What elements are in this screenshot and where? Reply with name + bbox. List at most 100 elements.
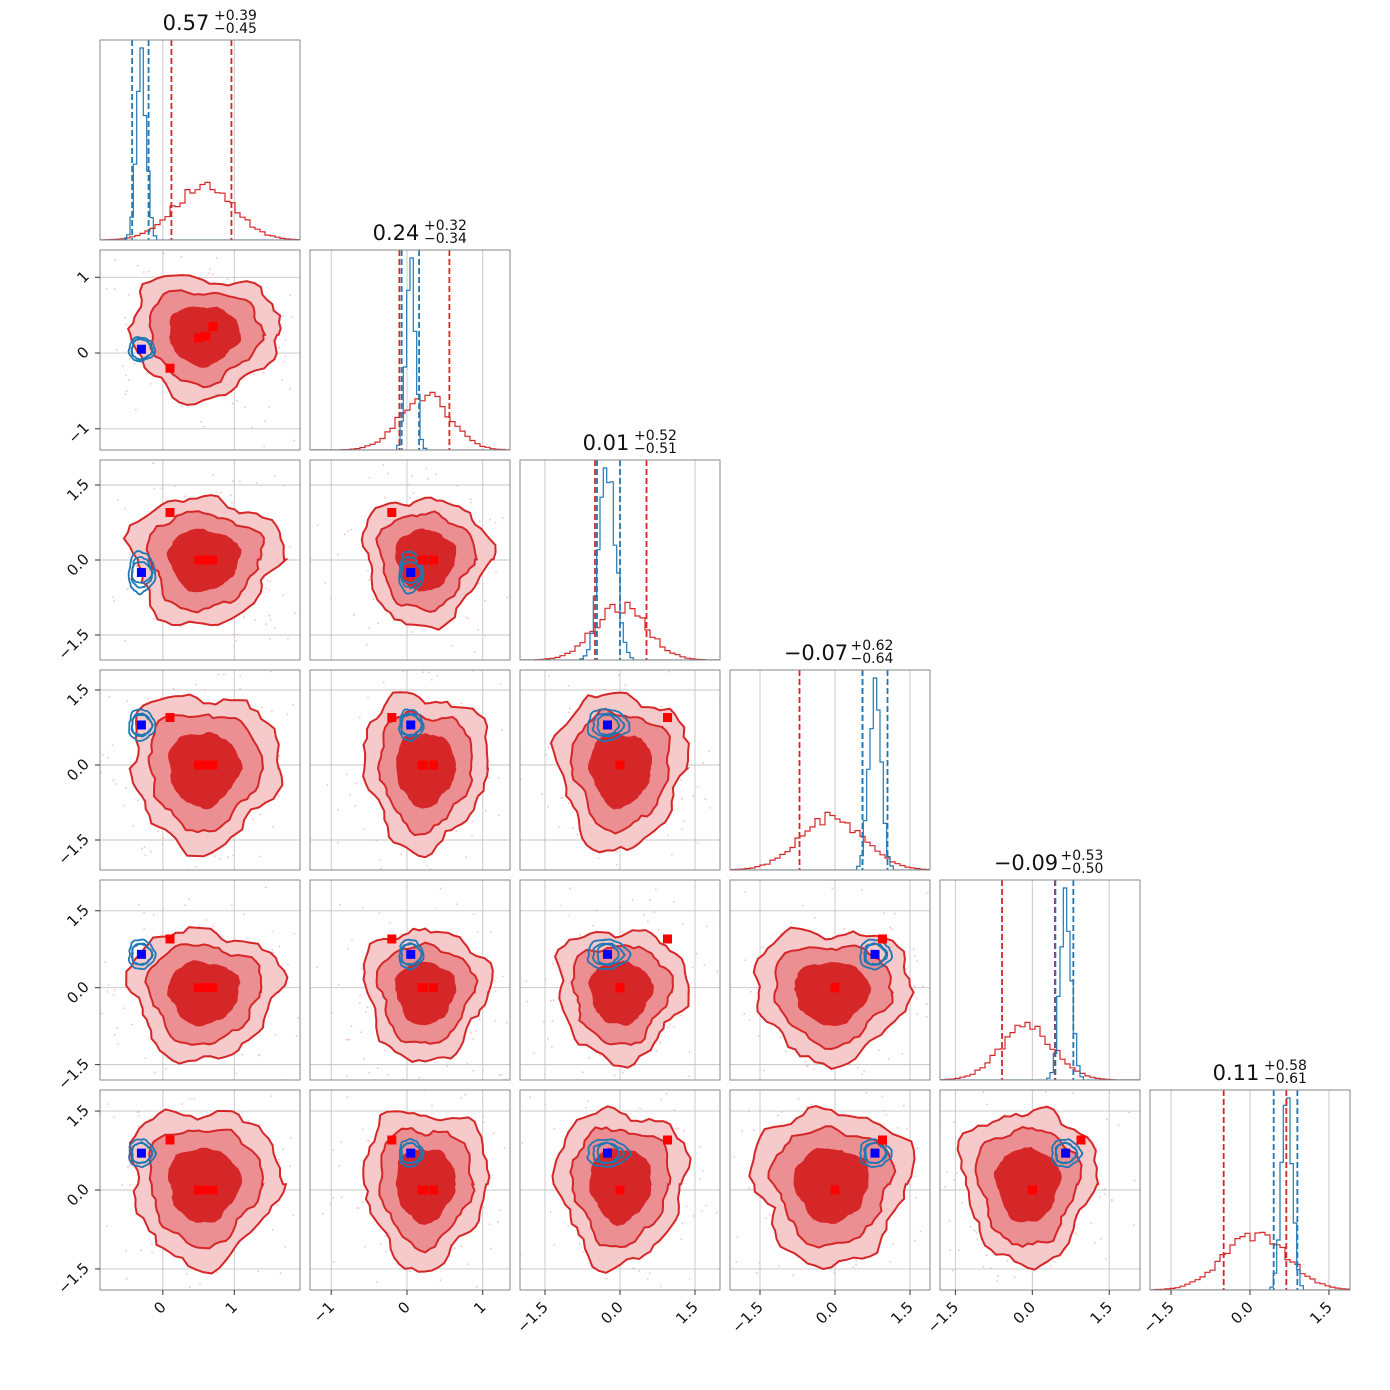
x-tick-label: −1.5 [924, 1298, 962, 1336]
red-contour [396, 733, 457, 809]
sample-point [337, 983, 340, 986]
sample-point [471, 834, 473, 837]
sample-point [248, 891, 250, 893]
sample-point [691, 966, 694, 969]
sample-point [308, 792, 310, 794]
sample-point [108, 695, 111, 698]
sample-point [387, 472, 389, 475]
sample-point [932, 912, 934, 914]
sample-point [303, 827, 305, 829]
sample-point [358, 1002, 361, 1005]
sample-point [306, 531, 308, 533]
contour-panel-0-3 [99, 669, 365, 893]
sample-point [73, 1028, 75, 1030]
red-marker [387, 1135, 397, 1145]
sample-point [648, 1348, 650, 1350]
sample-point [497, 1221, 499, 1224]
sample-point [125, 390, 128, 393]
red-contour [167, 1147, 243, 1223]
sample-point [464, 1093, 466, 1096]
sample-point [560, 797, 563, 799]
sample-point [269, 619, 272, 621]
sample-point [338, 1165, 341, 1167]
sample-point [426, 865, 429, 867]
x-tick-label: 0.0 [1227, 1298, 1257, 1328]
sample-point [368, 578, 370, 581]
sample-point [963, 1178, 965, 1180]
sample-point [912, 947, 915, 950]
sample-point [324, 582, 327, 584]
sample-point [219, 858, 222, 860]
sample-point [217, 673, 220, 676]
sample-point [697, 1050, 699, 1052]
sample-point [212, 925, 215, 928]
sample-point [638, 1270, 641, 1272]
sample-point [264, 1316, 266, 1318]
sample-point [697, 1082, 699, 1084]
sample-point [1108, 1321, 1110, 1323]
sample-point [941, 1013, 943, 1015]
sample-point [282, 1148, 284, 1151]
sample-point [152, 914, 155, 917]
sample-point [366, 1139, 369, 1142]
sample-point [362, 1128, 364, 1131]
sample-point [506, 901, 508, 903]
sample-point [272, 825, 274, 828]
blue-contour [1050, 1138, 1084, 1169]
sample-point [702, 761, 705, 764]
sample-point [326, 784, 329, 786]
sample-point [102, 754, 104, 756]
sample-point [378, 912, 381, 915]
sample-point [867, 1325, 869, 1327]
sample-point [360, 1031, 362, 1034]
contour-panel-2-3 [519, 574, 786, 871]
sample-point [185, 1272, 188, 1275]
sample-point [665, 1092, 668, 1095]
sample-point [704, 798, 707, 800]
sample-point [389, 921, 391, 924]
sample-point [115, 348, 118, 351]
panel-frame [309, 459, 511, 661]
sample-point [784, 628, 786, 630]
histogram-panel-4 [939, 879, 1141, 1081]
sample-point [115, 783, 117, 785]
sample-point [529, 691, 531, 693]
sample-point [341, 464, 343, 466]
sample-point [112, 596, 114, 598]
sample-point [358, 716, 361, 719]
sample-point [474, 649, 476, 651]
sample-point [744, 891, 747, 894]
sample-point [402, 1081, 404, 1083]
sample-point [527, 591, 529, 593]
sample-point [363, 698, 365, 700]
blue-contour [398, 550, 425, 595]
sample-point [364, 1010, 367, 1013]
sample-point [425, 467, 428, 470]
x-tick-label: 1 [222, 1298, 241, 1317]
sample-point [140, 1249, 143, 1252]
x-tick-label: 1.5 [1306, 1298, 1336, 1328]
sample-point [901, 1053, 904, 1055]
sample-point [370, 1075, 372, 1077]
sample-point [1069, 1345, 1071, 1347]
sample-point [235, 640, 238, 642]
sample-point [257, 1270, 260, 1272]
histogram-panel-3 [729, 669, 931, 871]
sample-point [476, 931, 479, 934]
sample-point [926, 892, 929, 894]
sample-point [698, 1145, 701, 1148]
sample-point [337, 553, 339, 556]
sample-point [289, 545, 291, 548]
sample-point [625, 1340, 627, 1342]
sample-point [327, 990, 329, 992]
sample-point [881, 1095, 884, 1098]
sample-point [279, 1272, 282, 1275]
sample-point [947, 1274, 949, 1276]
sample-point [76, 961, 78, 963]
sample-point [552, 999, 555, 1002]
sample-point [666, 574, 668, 576]
sample-point [743, 867, 745, 869]
sample-point [422, 671, 424, 674]
sample-point [657, 928, 660, 931]
